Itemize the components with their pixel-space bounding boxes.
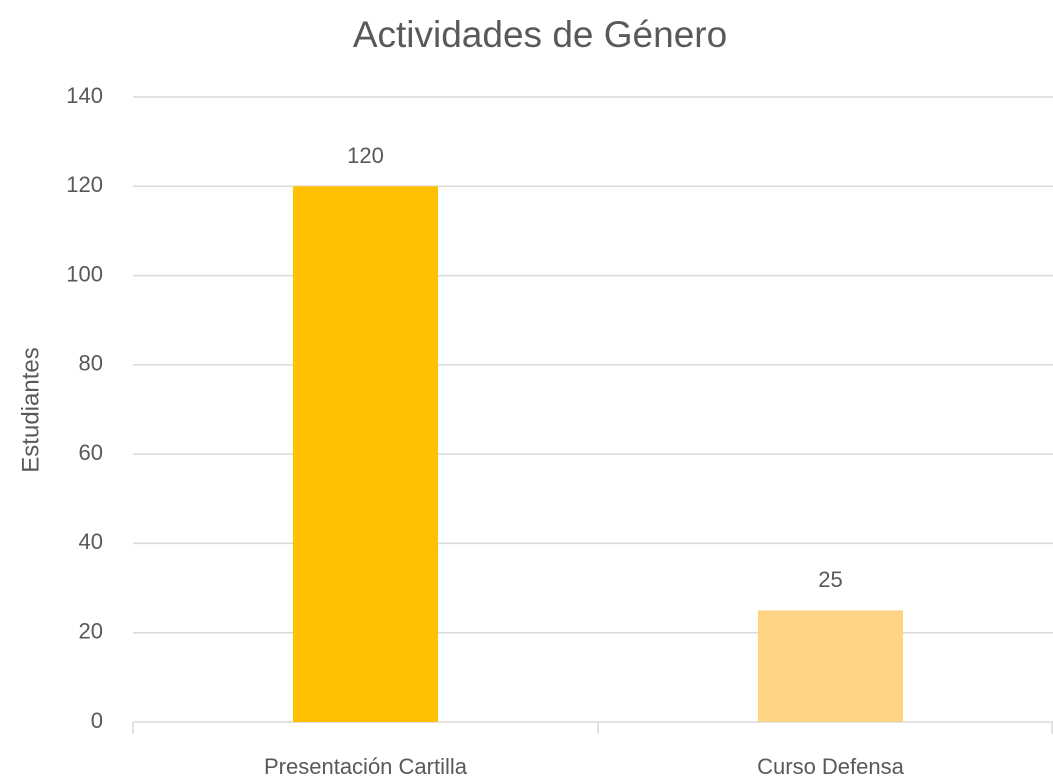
chart-title: Actividades de Género [353,14,727,55]
y-tick-label: 100 [66,261,103,286]
y-tick-label: 140 [66,83,103,108]
x-tick-label: Presentación Cartilla [264,754,468,777]
y-tick-label: 0 [91,708,103,733]
y-tick-label: 20 [79,619,103,644]
y-tick-label: 60 [79,440,103,465]
data-label: 120 [347,143,384,168]
y-axis-label: Estudiantes [17,347,44,472]
data-label: 25 [818,567,842,592]
bar [757,610,904,722]
y-tick-label: 80 [79,351,103,376]
x-tick-label: Curso Defensa [757,754,905,777]
y-tick-label: 40 [79,529,103,554]
y-tick-label: 120 [66,172,103,197]
bar [292,186,439,723]
